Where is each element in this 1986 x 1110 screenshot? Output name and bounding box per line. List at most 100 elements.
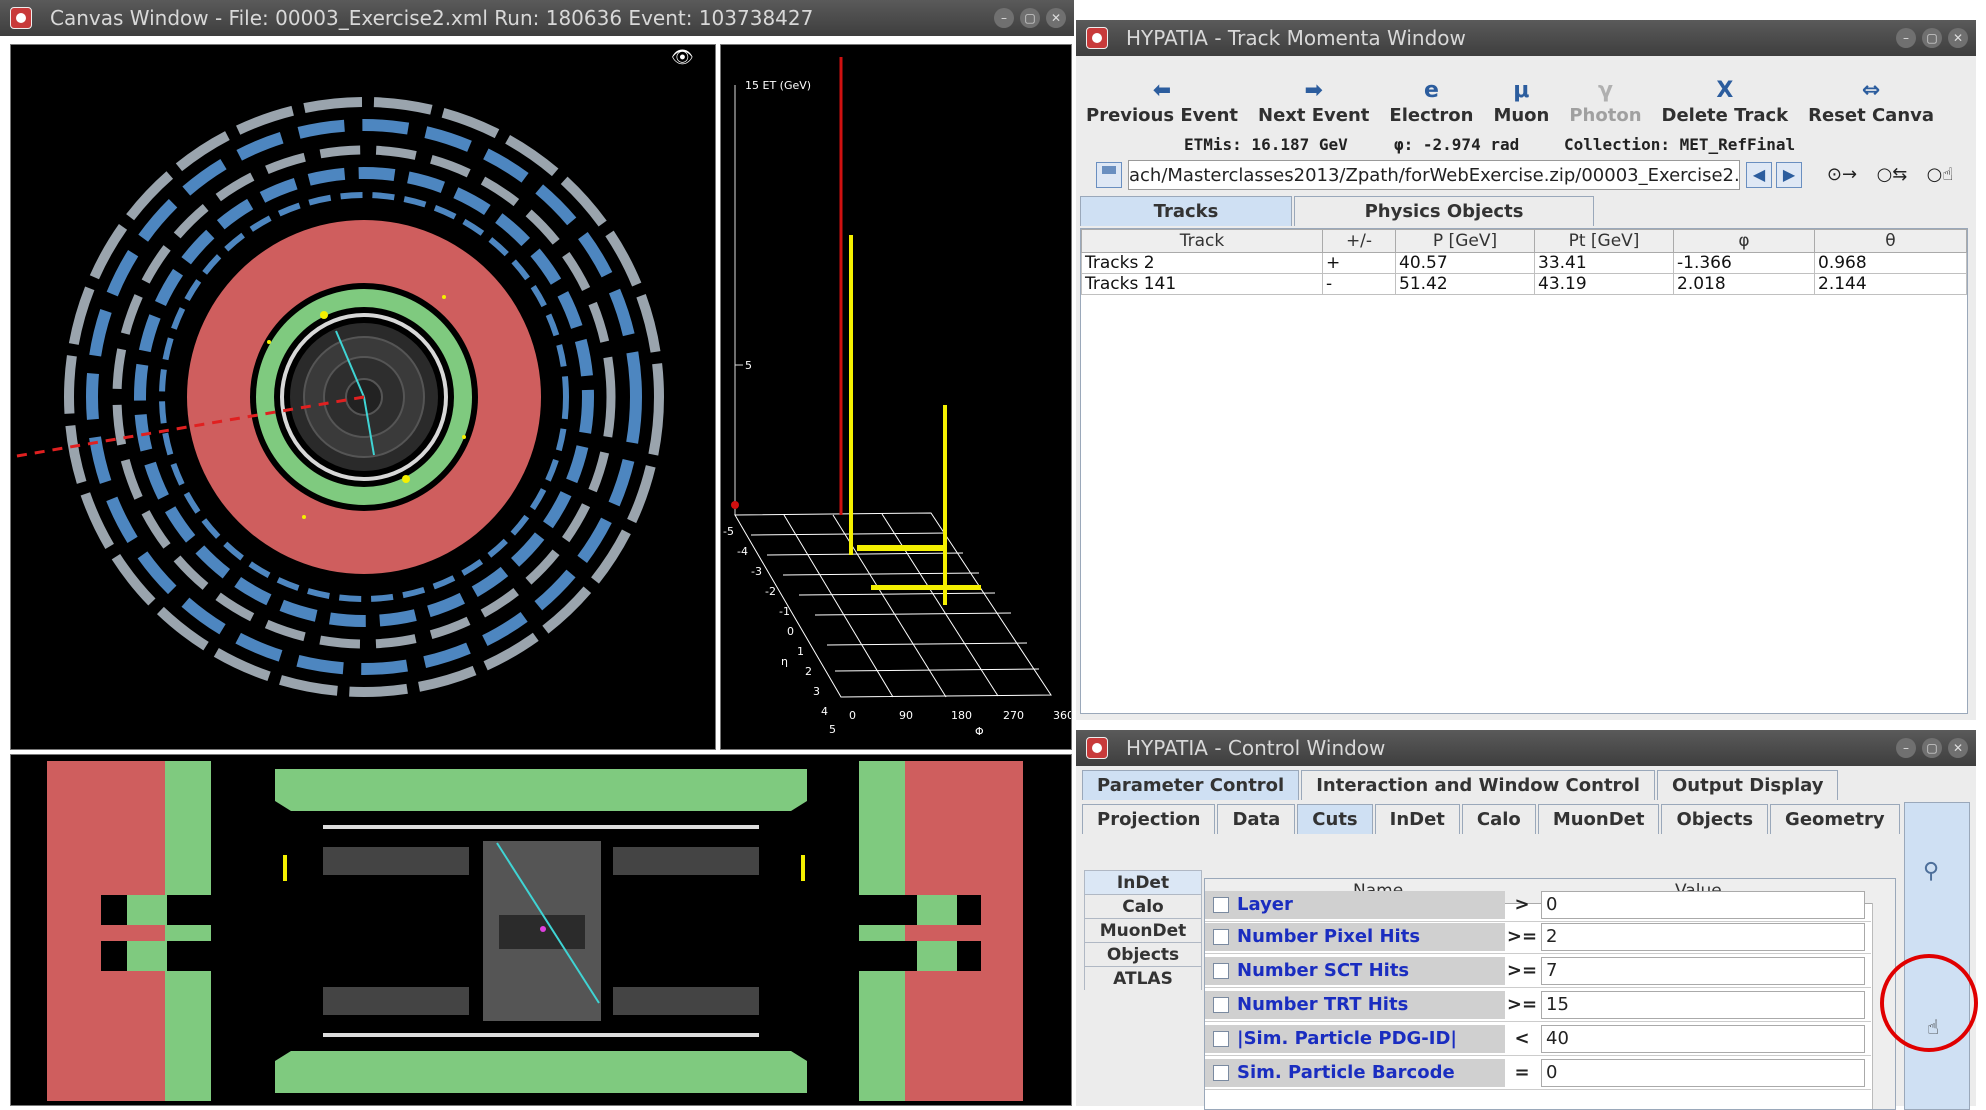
app-icon	[1086, 27, 1108, 49]
muon-button[interactable]: μ Muon	[1483, 56, 1559, 130]
next-event-label: Next Event	[1258, 105, 1370, 126]
tab-cuts[interactable]: Cuts	[1297, 804, 1373, 834]
cut-operator[interactable]: >=	[1506, 960, 1538, 981]
track-window-titlebar[interactable]: HYPATIA - Track Momenta Window – ▢ ✕	[1076, 20, 1976, 56]
cut-checkbox[interactable]	[1213, 929, 1229, 945]
minimize-icon[interactable]: –	[1896, 28, 1916, 48]
delete-track-button[interactable]: X Delete Track	[1652, 56, 1799, 130]
photon-button[interactable]: γ Photon	[1559, 56, 1651, 130]
electron-button[interactable]: e Electron	[1379, 56, 1483, 130]
file-path-row: ach/Masterclasses2013/Zpath/forWebExerci…	[1096, 158, 1976, 194]
pick-tool-icon[interactable]: ○☝	[1926, 164, 1954, 185]
table-cell: 43.19	[1534, 273, 1674, 295]
cut-operator[interactable]: <	[1514, 1028, 1530, 1049]
delete-track-label: Delete Track	[1661, 105, 1789, 126]
lego-y-label: 15 ET (GeV)	[745, 79, 811, 92]
lego-eta-tick: -2	[765, 585, 776, 598]
minimize-icon[interactable]: –	[994, 8, 1014, 28]
tab-projection[interactable]: Projection	[1082, 804, 1216, 834]
photon-icon: γ	[1597, 78, 1613, 103]
minimize-icon[interactable]: –	[1896, 738, 1916, 758]
tab-geometry[interactable]: Geometry	[1770, 804, 1900, 834]
tab-interaction-window-control[interactable]: Interaction and Window Control	[1301, 770, 1655, 800]
cut-operator[interactable]: =	[1514, 1062, 1530, 1083]
table-header[interactable]: +/-	[1322, 229, 1396, 253]
table-cell: 2.018	[1673, 273, 1815, 295]
tab-calo[interactable]: Calo	[1461, 804, 1536, 834]
cut-checkbox[interactable]	[1213, 897, 1229, 913]
table-row[interactable]: Tracks 2 + 40.57 33.41 -1.366 0.968	[1081, 252, 1967, 274]
file-path-field[interactable]: ach/Masterclasses2013/Zpath/forWebExerci…	[1128, 160, 1740, 190]
cut-name: Number SCT Hits	[1205, 957, 1505, 985]
table-header[interactable]: φ	[1673, 229, 1815, 253]
cut-value-field[interactable]: 7	[1541, 957, 1865, 985]
tab-indet[interactable]: InDet	[1374, 804, 1460, 834]
cut-operator[interactable]: >=	[1506, 926, 1538, 947]
tab-muondet[interactable]: MuonDet	[1537, 804, 1660, 834]
cuts-grid: Name Value Layer > 0 Number Pixel Hits >…	[1204, 878, 1896, 1110]
previous-event-button[interactable]: ⬅ Previous Event	[1076, 56, 1248, 130]
cut-name: Number Pixel Hits	[1205, 923, 1505, 951]
rz-projection-view[interactable]	[10, 754, 1072, 1106]
cut-checkbox[interactable]	[1213, 963, 1229, 979]
tab-physics-objects[interactable]: Physics Objects	[1294, 196, 1594, 226]
table-header[interactable]: θ	[1814, 229, 1967, 253]
cut-row: Number TRT Hits >= 15	[1205, 989, 1871, 1022]
cut-operator[interactable]: >	[1514, 894, 1530, 915]
cut-value-field[interactable]: 0	[1541, 891, 1865, 919]
cut-row: Number Pixel Hits >= 2	[1205, 921, 1871, 954]
etmis-value: ETMis: 16.187 GeV	[1184, 135, 1348, 154]
canvas-window-titlebar[interactable]: Canvas Window - File: 00003_Exercise2.xm…	[0, 0, 1074, 36]
lego-eta-tick: 1	[797, 645, 804, 658]
side-tab-calo[interactable]: Calo	[1084, 894, 1202, 918]
previous-file-icon[interactable]: ◀	[1746, 162, 1772, 188]
table-header[interactable]: P [GeV]	[1395, 229, 1535, 253]
lego-phi-tick: 90	[899, 709, 913, 722]
side-tab-muondet[interactable]: MuonDet	[1084, 918, 1202, 942]
maximize-icon[interactable]: ▢	[1922, 738, 1942, 758]
tab-parameter-control[interactable]: Parameter Control	[1082, 770, 1300, 800]
lego-plot-view[interactable]: 15 ET (GeV) 5	[720, 44, 1072, 750]
maximize-icon[interactable]: ▢	[1020, 8, 1040, 28]
cut-value-field[interactable]: 15	[1541, 991, 1865, 1019]
rotate-tool-icon[interactable]: ○⇆	[1876, 164, 1908, 185]
tab-tracks[interactable]: Tracks	[1080, 196, 1292, 226]
table-header[interactable]: Track	[1081, 229, 1323, 253]
xy-projection-view[interactable]: 👁	[10, 44, 716, 750]
lego-phi-tick: 270	[1003, 709, 1024, 722]
cut-value-field[interactable]: 2	[1541, 923, 1865, 951]
side-tab-indet[interactable]: InDet	[1084, 870, 1202, 894]
reset-canvas-button[interactable]: ⇔ Reset Canva	[1798, 56, 1944, 130]
magnifier-icon[interactable]: ⚲	[1923, 859, 1940, 884]
tab-data[interactable]: Data	[1217, 804, 1296, 834]
next-file-icon[interactable]: ▶	[1776, 162, 1802, 188]
side-tab-objects[interactable]: Objects	[1084, 942, 1202, 966]
control-top-tabs: Parameter Control Interaction and Window…	[1082, 770, 1840, 800]
table-header[interactable]: Pt [GeV]	[1534, 229, 1674, 253]
cut-checkbox[interactable]	[1213, 997, 1229, 1013]
electron-label: Electron	[1389, 105, 1474, 126]
lego-eta-tick: 5	[829, 723, 836, 736]
canvas-window: Canvas Window - File: 00003_Exercise2.xm…	[0, 0, 1074, 1106]
tab-output-display[interactable]: Output Display	[1656, 770, 1839, 800]
close-icon[interactable]: ✕	[1948, 28, 1968, 48]
cut-operator[interactable]: >=	[1506, 994, 1538, 1015]
table-row[interactable]: Tracks 141 - 51.42 43.19 2.018 2.144	[1081, 273, 1967, 295]
close-icon[interactable]: ✕	[1948, 738, 1968, 758]
zoom-tool-icon[interactable]: ⊙→	[1826, 164, 1858, 185]
cut-value-field[interactable]: 40	[1541, 1025, 1865, 1053]
control-window-titlebar[interactable]: HYPATIA - Control Window – ▢ ✕	[1076, 730, 1976, 766]
photon-label: Photon	[1569, 105, 1642, 126]
reset-icon: ⇔	[1861, 78, 1881, 103]
cut-checkbox[interactable]	[1213, 1065, 1229, 1081]
side-tab-atlas[interactable]: ATLAS	[1084, 966, 1202, 990]
save-icon[interactable]	[1096, 162, 1122, 188]
next-event-button[interactable]: ➡ Next Event	[1248, 56, 1379, 130]
cut-checkbox[interactable]	[1213, 1031, 1229, 1047]
close-icon[interactable]: ✕	[1046, 8, 1066, 28]
maximize-icon[interactable]: ▢	[1922, 28, 1942, 48]
lego-phi-tick: 360	[1053, 709, 1072, 722]
tab-objects[interactable]: Objects	[1661, 804, 1769, 834]
cut-value-field[interactable]: 0	[1541, 1059, 1865, 1087]
eye-icon: 👁	[671, 47, 694, 68]
